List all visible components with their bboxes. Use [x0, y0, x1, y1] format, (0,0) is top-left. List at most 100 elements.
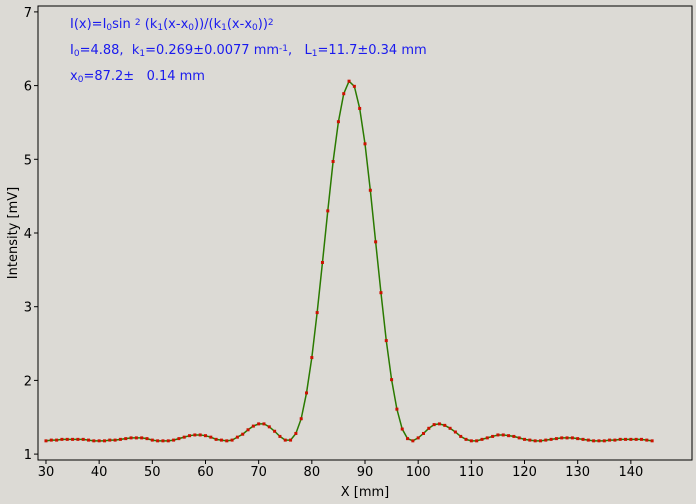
- data-point: [140, 436, 144, 440]
- data-point: [437, 422, 441, 426]
- x-tick-label: 70: [250, 465, 267, 480]
- data-point: [44, 439, 48, 443]
- data-point: [267, 425, 271, 429]
- y-axis-label: Intensity [mV]: [6, 187, 21, 279]
- data-point: [517, 436, 521, 440]
- data-point: [469, 439, 473, 443]
- data-point: [150, 438, 154, 442]
- data-point: [188, 434, 192, 438]
- y-tick-label: 5: [24, 153, 32, 168]
- data-point: [92, 439, 96, 443]
- data-point: [336, 120, 340, 124]
- data-point: [166, 439, 170, 443]
- x-tick-label: 80: [304, 465, 321, 480]
- annotation-segment: I(x)=I: [70, 17, 106, 32]
- annotation-segment: (k: [141, 17, 158, 32]
- data-point: [390, 378, 394, 382]
- data-point: [602, 439, 606, 443]
- annotation-segment: =87.2± 0.14 mm: [83, 69, 205, 84]
- data-point: [87, 438, 91, 442]
- data-point: [374, 240, 378, 244]
- data-point: [618, 437, 622, 441]
- annotation-segment: 1: [139, 49, 145, 59]
- data-point: [624, 437, 628, 441]
- data-point: [342, 92, 346, 96]
- data-point: [198, 433, 202, 437]
- data-point: [528, 438, 532, 442]
- data-point: [310, 356, 314, 360]
- data-point: [512, 434, 516, 438]
- data-point: [395, 407, 399, 411]
- data-point: [549, 437, 553, 441]
- data-point: [65, 437, 69, 441]
- data-point: [235, 435, 239, 439]
- x-tick-label: 40: [91, 465, 108, 480]
- data-point: [496, 433, 500, 437]
- data-point: [368, 188, 372, 192]
- data-point: [358, 106, 362, 110]
- data-point: [118, 437, 122, 441]
- data-point: [55, 438, 59, 442]
- data-point: [597, 439, 601, 443]
- data-point: [491, 434, 495, 438]
- x-tick-label: 140: [618, 465, 643, 480]
- data-point: [501, 433, 505, 437]
- data-point: [289, 438, 293, 442]
- data-point: [113, 438, 117, 442]
- data-point: [533, 439, 537, 443]
- data-point: [443, 423, 447, 427]
- data-point: [76, 437, 80, 441]
- annotation-segment: =4.88, k: [80, 43, 140, 58]
- data-point: [629, 437, 633, 441]
- data-point: [448, 426, 452, 430]
- data-point: [363, 142, 367, 146]
- data-point: [145, 437, 149, 441]
- data-point: [230, 438, 234, 442]
- data-point: [305, 391, 309, 395]
- data-point: [49, 438, 53, 442]
- data-point: [538, 439, 542, 443]
- data-point: [645, 438, 649, 442]
- data-point: [570, 436, 574, 440]
- data-point: [523, 437, 527, 441]
- data-point: [475, 439, 479, 443]
- data-point: [182, 435, 186, 439]
- y-tick-label: 7: [24, 6, 32, 21]
- data-point: [411, 439, 415, 443]
- data-point: [485, 436, 489, 440]
- data-point: [299, 417, 303, 421]
- data-point: [273, 429, 277, 433]
- data-point: [480, 437, 484, 441]
- data-point: [283, 438, 287, 442]
- data-point: [384, 339, 388, 343]
- data-point: [347, 79, 351, 83]
- annotation-line: x0=87.2± 0.14 mm: [70, 69, 205, 85]
- data-point: [225, 439, 229, 443]
- annotation-segment: 1: [312, 49, 318, 59]
- data-point: [464, 437, 468, 441]
- x-axis-label: X [mm]: [341, 485, 390, 500]
- annotation-segment: 0: [78, 75, 84, 85]
- data-point: [320, 260, 324, 264]
- data-point: [592, 439, 596, 443]
- data-point: [203, 434, 207, 438]
- data-point: [71, 437, 75, 441]
- annotation-segment: 0: [106, 23, 112, 33]
- data-point: [177, 437, 181, 441]
- data-point: [421, 431, 425, 435]
- data-point: [156, 439, 160, 443]
- data-point: [613, 438, 617, 442]
- data-point: [214, 437, 218, 441]
- data-point: [400, 427, 404, 431]
- annotation-segment: )): [258, 17, 268, 32]
- data-point: [459, 434, 463, 438]
- data-point: [565, 436, 569, 440]
- annotation-segment: 1: [221, 23, 227, 33]
- data-point: [560, 436, 564, 440]
- annotation-segment: =0.269±0.0077 mm: [145, 43, 279, 58]
- data-point: [257, 422, 261, 426]
- x-tick-label: 90: [357, 465, 374, 480]
- data-point: [352, 84, 356, 88]
- annotation-segment: x: [70, 69, 78, 84]
- y-tick-label: 2: [24, 374, 32, 389]
